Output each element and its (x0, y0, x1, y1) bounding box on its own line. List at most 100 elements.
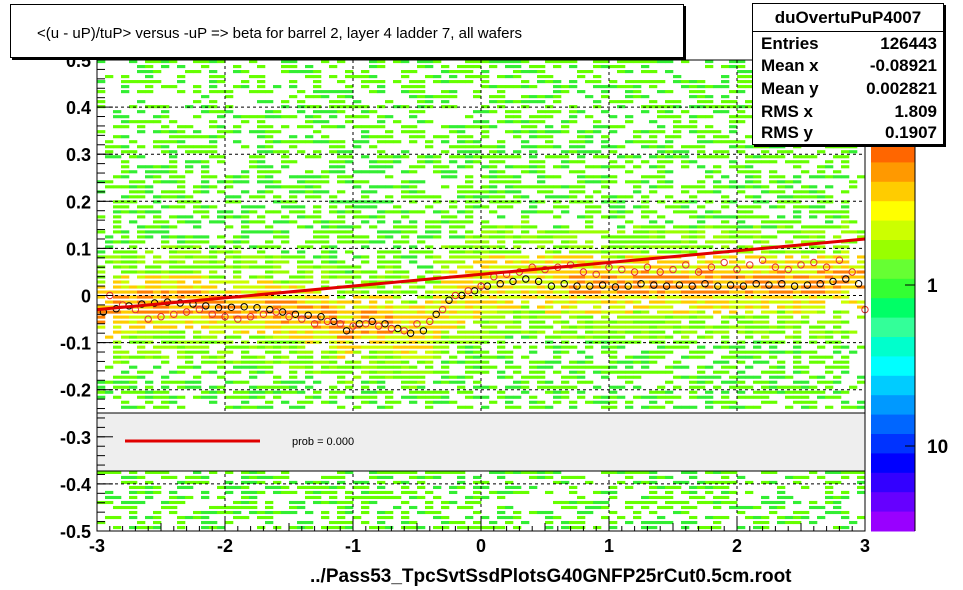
heatmap-cell (137, 70, 146, 74)
heatmap-cell (785, 405, 794, 409)
heatmap-cell (705, 330, 714, 334)
heatmap-cell (97, 230, 106, 234)
heatmap-cell (249, 310, 258, 314)
heatmap-cell (281, 230, 290, 234)
heatmap-cell (617, 480, 626, 484)
heatmap-cell (585, 240, 594, 244)
heatmap-cell (553, 60, 562, 64)
heatmap-cell (857, 230, 866, 234)
heatmap-cell (513, 250, 522, 254)
heatmap-cell (337, 525, 346, 530)
heatmap-cell (697, 140, 706, 144)
heatmap-cell (529, 335, 538, 339)
heatmap-cell (321, 525, 330, 530)
heatmap-cell (153, 120, 162, 124)
heatmap-cell (529, 160, 538, 164)
heatmap-cell (785, 255, 794, 259)
heatmap-cell (233, 405, 242, 409)
heatmap-cell (313, 240, 322, 244)
heatmap-cell (769, 400, 778, 404)
heatmap-cell (593, 505, 602, 510)
heatmap-cell (449, 250, 458, 254)
heatmap-cell (633, 230, 642, 234)
heatmap-cell (713, 520, 722, 525)
heatmap-cell (545, 515, 554, 520)
heatmap-cell (417, 395, 426, 399)
heatmap-cell (505, 505, 514, 510)
heatmap-cell (297, 90, 306, 94)
heatmap-cell (577, 500, 586, 505)
heatmap-cell (113, 185, 122, 189)
heatmap-cell (233, 260, 242, 264)
heatmap-cell (129, 300, 138, 304)
heatmap-cell (121, 500, 130, 505)
heatmap-cell (121, 310, 130, 314)
red-marker (694, 268, 703, 276)
heatmap-cell (329, 400, 338, 404)
heatmap-cell (321, 510, 330, 515)
heatmap-cell (313, 115, 322, 119)
heatmap-cell (385, 490, 394, 495)
heatmap-cell (281, 70, 290, 74)
heatmap-cell (289, 330, 298, 334)
heatmap-cell (329, 230, 338, 234)
heatmap-cell (321, 490, 330, 495)
heatmap-cell (513, 155, 522, 159)
heatmap-cell (649, 330, 658, 334)
heatmap-cell (177, 395, 186, 399)
heatmap-cell (241, 500, 250, 505)
heatmap-cell (145, 355, 154, 359)
heatmap-cell (201, 390, 210, 394)
heatmap-cell (473, 485, 482, 490)
heatmap-cell (545, 280, 554, 284)
heatmap-cell (241, 290, 250, 294)
heatmap-cell (393, 355, 402, 359)
heatmap-cell (481, 385, 490, 389)
heatmap-cell (713, 525, 722, 530)
heatmap-cell (705, 260, 714, 264)
heatmap-cell (281, 150, 290, 154)
heatmap-cell (361, 495, 370, 500)
heatmap-cell (121, 195, 130, 199)
heatmap-cell (433, 135, 442, 139)
heatmap-cell (241, 390, 250, 394)
heatmap-cell (593, 305, 602, 309)
heatmap-cell (353, 235, 362, 239)
heatmap-cell (385, 140, 394, 144)
heatmap-cell (121, 265, 130, 269)
heatmap-cell (577, 320, 586, 324)
heatmap-cell (577, 215, 586, 219)
heatmap-cell (465, 140, 474, 144)
heatmap-cell (169, 295, 178, 299)
heatmap-cell (545, 145, 554, 149)
heatmap-cell (753, 375, 762, 379)
heatmap-cell (289, 175, 298, 179)
heatmap-cell (617, 210, 626, 214)
heatmap-cell (657, 330, 666, 334)
heatmap-cell (385, 470, 394, 474)
heatmap-cell (465, 515, 474, 520)
heatmap-cell (169, 205, 178, 209)
heatmap-cell (553, 335, 562, 339)
heatmap-cell (161, 275, 170, 279)
heatmap-cell (609, 280, 618, 284)
heatmap-cell (137, 525, 146, 530)
heatmap-cell (673, 310, 682, 314)
heatmap-cell (113, 225, 122, 229)
heatmap-cell (385, 210, 394, 214)
heatmap-cell (209, 355, 218, 359)
heatmap-cell (161, 130, 170, 134)
heatmap-cell (505, 375, 514, 379)
heatmap-cell (409, 70, 418, 74)
heatmap-cell (409, 255, 418, 259)
heatmap-cell (649, 305, 658, 309)
heatmap-cell (121, 85, 130, 89)
heatmap-cell (617, 240, 626, 244)
heatmap-cell (625, 245, 634, 249)
heatmap-cell (793, 390, 802, 394)
heatmap-cell (273, 510, 282, 515)
heatmap-cell (801, 390, 810, 394)
heatmap-cell (537, 385, 546, 389)
heatmap-cell (809, 335, 818, 339)
heatmap-cell (809, 185, 818, 189)
